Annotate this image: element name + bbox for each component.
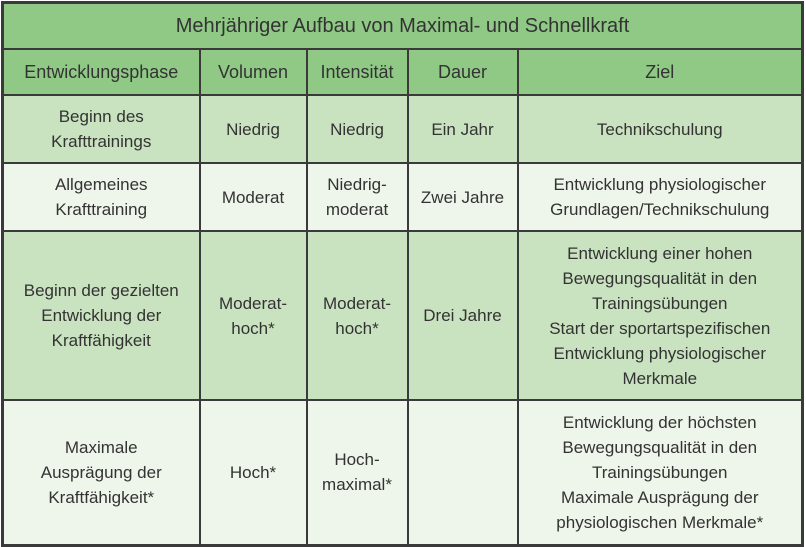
table-row: Maximale Ausprägung der Kraftfähigkeit* … (1, 399, 804, 546)
cell-volume: Moderat (198, 162, 308, 232)
cell-phase: Beginn des Krafttrainings (1, 94, 201, 164)
cell-phase: Beginn der gezielten Entwicklung der Kra… (1, 230, 201, 401)
cell-volume: Hoch* (198, 399, 308, 546)
cell-duration: Ein Jahr (406, 94, 519, 164)
cell-intensity: Hoch- maximal* (305, 399, 409, 546)
header-duration: Dauer (406, 48, 519, 96)
cell-intensity: Niedrig (305, 94, 409, 164)
cell-duration: Zwei Jahre (406, 162, 519, 232)
cell-duration (406, 399, 519, 546)
cell-phase: Maximale Ausprägung der Kraftfähigkeit* (1, 399, 201, 546)
cell-intensity: Moderat- hoch* (305, 230, 409, 401)
header-volume: Volumen (198, 48, 308, 96)
table-row: Beginn des Krafttrainings Niedrig Niedri… (1, 94, 804, 164)
cell-goal: Entwicklung der höchsten Bewegungsqualit… (516, 399, 804, 546)
cell-goal: Technikschulung (516, 94, 804, 164)
cell-volume: Moderat- hoch* (198, 230, 308, 401)
cell-intensity: Niedrig- moderat (305, 162, 409, 232)
header-goal: Ziel (516, 48, 804, 96)
table-row: Beginn der gezielten Entwicklung der Kra… (1, 230, 804, 401)
cell-volume: Niedrig (198, 94, 308, 164)
cell-phase: Allgemeines Krafttraining (1, 162, 201, 232)
table-row: Allgemeines Krafttraining Moderat Niedri… (1, 162, 804, 232)
cell-goal: Entwicklung einer hohen Bewegungsqualitä… (516, 230, 804, 401)
cell-goal: Entwicklung physiologischer Grundlagen/T… (516, 162, 804, 232)
cell-duration: Drei Jahre (406, 230, 519, 401)
table-title: Mehrjähriger Aufbau von Maximal- und Sch… (1, 1, 804, 50)
header-intensity: Intensität (305, 48, 409, 96)
header-phase: Entwicklungsphase (1, 48, 201, 96)
